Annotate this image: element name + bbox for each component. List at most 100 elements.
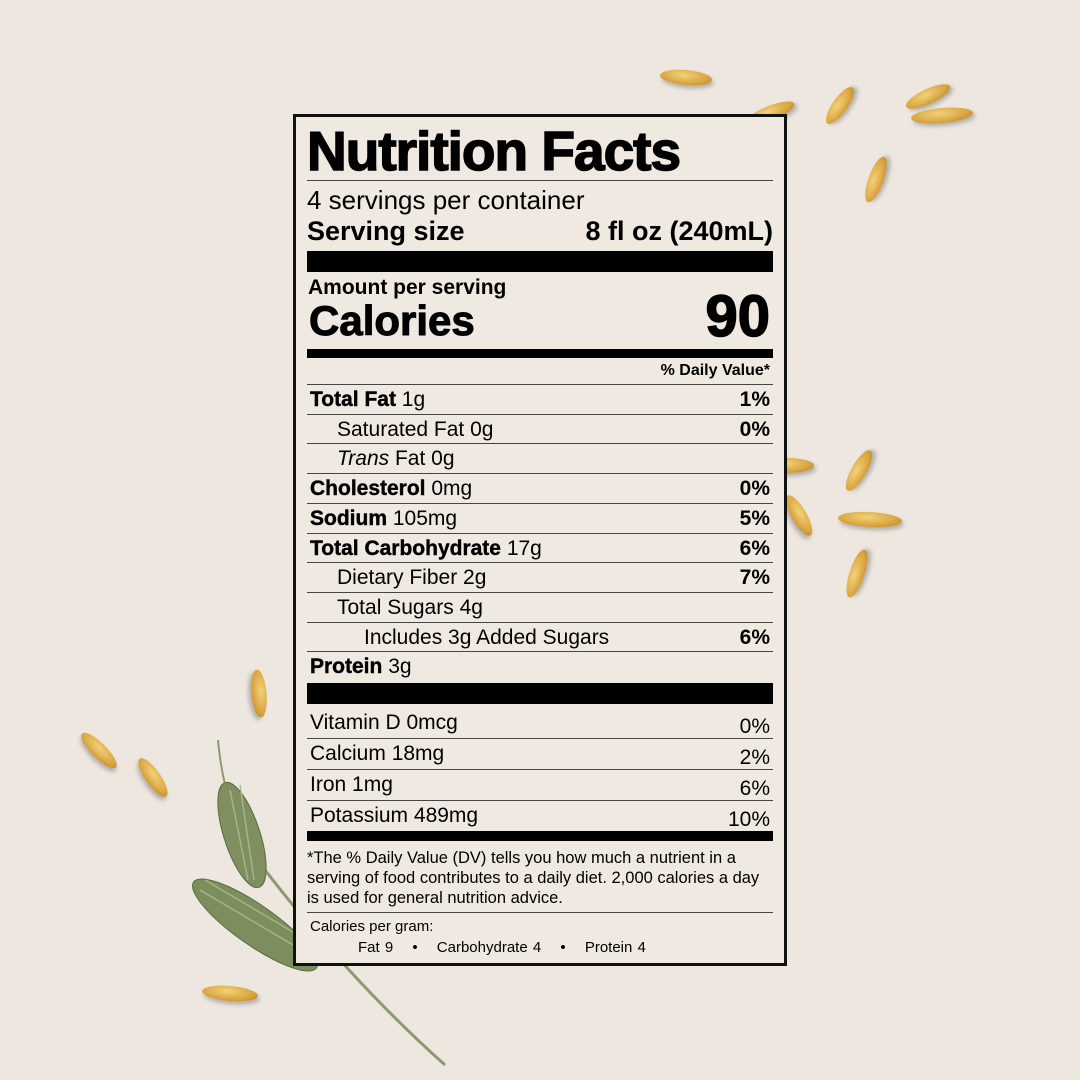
nutrient-row: Total Fat 1g 1%: [310, 385, 770, 414]
oat-stalk-image: [192, 740, 447, 1067]
nutrient-name: Includes 3g Added Sugars: [364, 623, 609, 652]
nutrient-label: Protein: [310, 655, 383, 679]
vitamin-daily-value: 2%: [739, 746, 770, 769]
nutrient-daily-value: 5%: [739, 506, 770, 530]
nutrient-row: Total Sugars 4g: [310, 593, 770, 622]
vitamin-row: Potassium 489mg 10%: [310, 801, 770, 831]
vitamin-name-amount: Calcium 18mg: [310, 739, 444, 768]
nutrient-daily-value: 6%: [739, 536, 770, 560]
divider: [307, 473, 773, 475]
serving-size-row: Serving size 8 fl oz (240mL): [307, 216, 773, 247]
divider: [307, 384, 773, 385]
divider: [307, 738, 773, 739]
nutrient-amount: 1g: [401, 388, 426, 411]
oat-grain-image: [821, 83, 859, 128]
oat-grain-image: [76, 728, 122, 773]
nutrient-label: Includes 3g Added Sugars: [364, 625, 610, 649]
divider: [307, 562, 773, 564]
nutrient-label: Fat: [394, 447, 426, 471]
nutrient-amount: 0g: [431, 447, 455, 471]
nutrient-daily-value: 7%: [739, 566, 770, 590]
nutrient-name: Trans Fat 0g: [337, 444, 455, 473]
nutrient-label: Saturated Fat: [337, 417, 465, 441]
vitamin-amount: 0mcg: [406, 711, 458, 734]
vitamin-row: Vitamin D 0mcg 0%: [310, 708, 770, 738]
nutrient-row: Saturated Fat 0g 0%: [310, 415, 770, 444]
nutrient-name: Saturated Fat 0g: [337, 415, 493, 444]
nutrient-row: Trans Fat 0g: [310, 444, 770, 473]
nutrient-amount: 0g: [470, 417, 494, 441]
divider: [307, 912, 773, 913]
nutrient-row: Cholesterol 0mg 0%: [310, 474, 770, 503]
nutrient-daily-value: 1%: [739, 388, 770, 411]
footnote: *The % Daily Value (DV) tells you how mu…: [307, 849, 760, 907]
nutrition-facts-label: Nutrition Facts 4 servings per container…: [293, 114, 787, 966]
daily-value-header: % Daily Value*: [660, 362, 770, 379]
divider: [307, 413, 773, 415]
divider: [307, 443, 773, 445]
nutrient-amount: 0mg: [431, 477, 473, 501]
nutrient-amount: 17g: [506, 536, 542, 560]
oat-grain-image: [133, 754, 173, 801]
nutrient-name: Total Carbohydrate 17g: [310, 534, 542, 563]
vitamin-amount: 18mg: [391, 742, 445, 765]
carb-per-gram: Carbohydrate 4: [436, 939, 542, 956]
divider: [307, 769, 773, 770]
amount-per-serving: Amount per serving: [308, 276, 507, 299]
medium-divider: [307, 349, 773, 358]
nutrient-name: Protein 3g: [310, 652, 412, 681]
nutrient-name: Dietary Fiber 2g: [337, 563, 486, 592]
medium-divider: [307, 831, 773, 841]
oat-grain-image: [842, 547, 872, 600]
calories-label: Calories: [309, 297, 476, 345]
vitamin-amount: 1mg: [352, 773, 393, 796]
nutrient-label: Total Sugars: [337, 595, 454, 619]
nutrient-label: Sodium: [310, 506, 387, 530]
serving-size-value: 8 fl oz (240mL): [585, 216, 773, 246]
calories-value: 90: [705, 283, 771, 350]
bullet: •: [412, 939, 418, 956]
nutrient-row: Dietary Fiber 2g 7%: [310, 563, 770, 592]
nutrient-label: Total Carbohydrate: [310, 536, 501, 560]
vitamin-daily-value: 10%: [727, 808, 770, 831]
divider: [307, 532, 773, 534]
protein-per-gram: Protein 4: [584, 939, 646, 956]
vitamin-name: Calcium: [310, 742, 386, 765]
divider: [307, 180, 773, 181]
vitamin-name: Vitamin D: [310, 711, 401, 734]
label-title: Nutrition Facts: [306, 119, 682, 183]
oat-grain-image: [841, 446, 877, 495]
oat-grain-image: [837, 510, 903, 529]
nutrient-name: Total Sugars 4g: [337, 593, 483, 622]
nutrient-row: Protein 3g: [310, 652, 770, 681]
vitamin-daily-value: 0%: [739, 715, 770, 738]
nutrient-name: Cholesterol 0mg: [310, 474, 472, 503]
vitamin-name: Potassium: [310, 804, 409, 827]
vitamin-row: Iron 1mg 6%: [310, 770, 770, 800]
nutrient-amount: 105mg: [392, 506, 458, 530]
nutrient-amount: 3g: [388, 655, 412, 679]
divider: [307, 591, 773, 593]
vitamin-row: Calcium 18mg 2%: [310, 739, 770, 769]
oat-grain-image: [910, 105, 974, 126]
vitamin-daily-value: 6%: [739, 777, 770, 800]
vitamin-name: Iron: [310, 773, 347, 796]
nutrient-row: Includes 3g Added Sugars 6%: [310, 623, 770, 652]
divider: [307, 621, 773, 623]
nutrient-amount: 4g: [459, 595, 483, 619]
nutrient-amount: 2g: [463, 566, 487, 590]
vitamin-name-amount: Iron 1mg: [310, 770, 393, 799]
thick-divider: [307, 683, 773, 704]
nutrient-daily-value: 0%: [739, 417, 770, 441]
serving-size-label: Serving size: [307, 216, 465, 246]
nutrient-daily-value: 6%: [739, 625, 770, 649]
nutrient-row: Total Carbohydrate 17g 6%: [310, 534, 770, 563]
nutrient-name-italic: Trans: [337, 447, 390, 471]
nutrient-label: Cholesterol: [310, 477, 426, 501]
nutrient-row: Sodium 105mg 5%: [310, 504, 770, 533]
servings-per-container: 4 servings per container: [307, 185, 585, 215]
divider: [307, 651, 773, 653]
oat-grain-image: [860, 154, 892, 205]
calories-per-gram-label: Calories per gram:: [310, 918, 434, 935]
nutrient-name: Total Fat 1g: [310, 385, 425, 414]
